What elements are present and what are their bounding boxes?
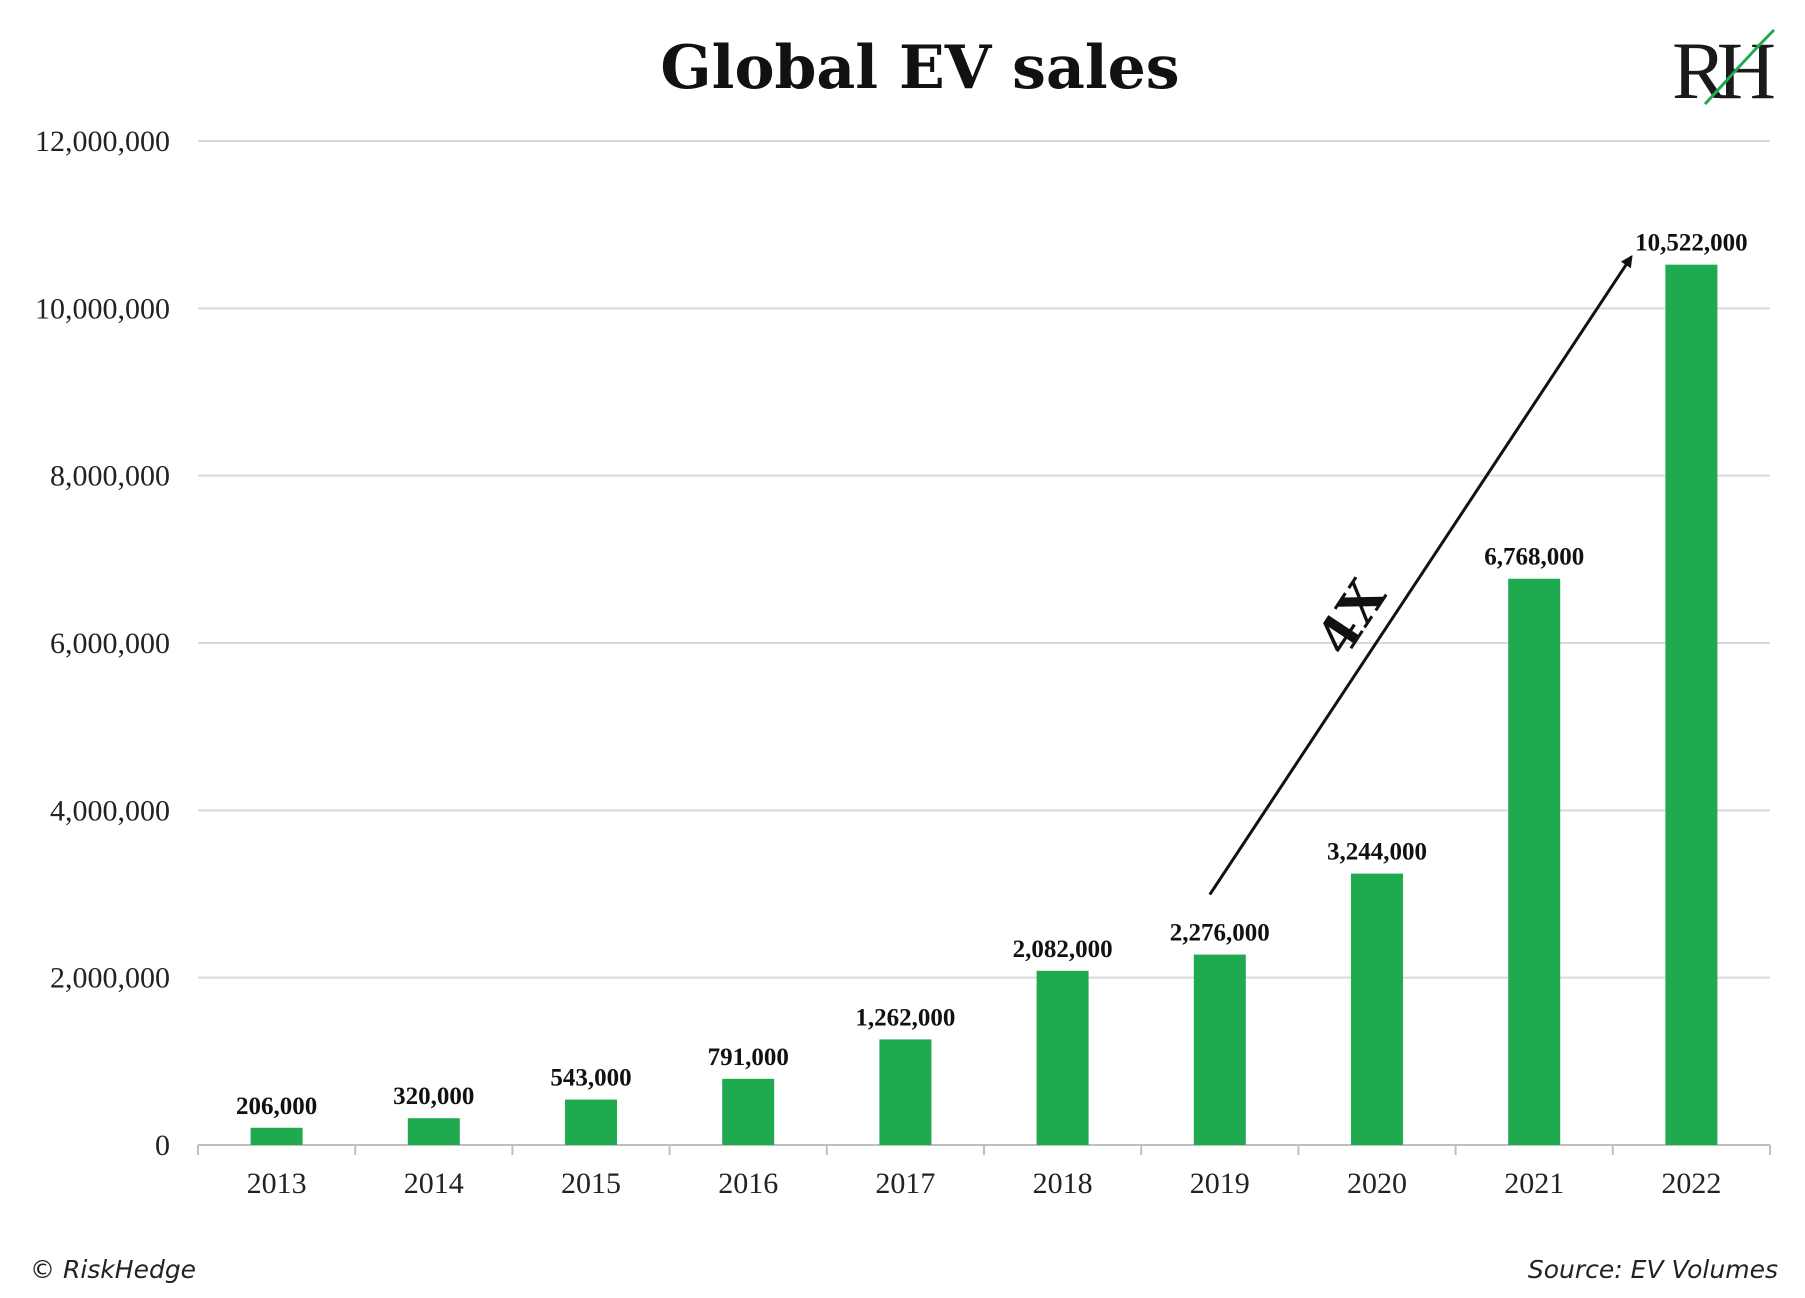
copyright-note: © RiskHedge [30,1255,196,1284]
data-labels: 206,000 320,000 543,000 791,000 1,262,000 2,0… [236,230,1748,1120]
data-label: 206,000 [236,1093,317,1120]
bar [722,1078,775,1145]
riskhedge-logo: RH [1672,25,1784,116]
data-label: 10,522,000 [1635,230,1748,257]
data-label: 2,082,000 [1013,936,1113,963]
x-tick-label: 2016 [718,1167,778,1200]
x-axis [197,1144,1771,1155]
x-tick-label: 2013 [247,1167,307,1200]
data-label: 791,000 [708,1044,789,1071]
growth-label: 4X [1305,568,1398,666]
bar [407,1118,460,1145]
bar [1508,578,1561,1145]
bar [1036,970,1089,1145]
y-tick-label: 6,000,000 [50,627,170,660]
x-axis-ticks: 2013 2014 2015 2016 2017 2018 2019 2020 2021 2022 [247,1167,1722,1200]
bars [250,264,1718,1146]
growth-arrow [1208,254,1633,896]
data-label: 6,768,000 [1484,544,1584,571]
x-tick-label: 2022 [1661,1167,1721,1200]
y-tick-label: 10,000,000 [35,292,170,325]
bar [1193,954,1246,1145]
x-tick-label: 2017 [875,1167,935,1200]
y-tick-label: 0 [155,1129,170,1162]
data-label: 2,276,000 [1170,920,1270,947]
growth-annotation: 4X [1208,254,1633,896]
gridlines [198,140,1770,979]
data-label: 320,000 [393,1083,474,1110]
x-tick-label: 2020 [1347,1167,1407,1200]
logo-text: RH [1672,25,1774,116]
x-tick-label: 2015 [561,1167,621,1200]
x-tick-label: 2021 [1504,1167,1564,1200]
data-label: 543,000 [550,1065,631,1092]
data-label: 3,244,000 [1327,839,1427,866]
x-tick-label: 2019 [1190,1167,1250,1200]
bar [565,1099,617,1145]
logo-swoosh-icon [1703,28,1776,106]
y-tick-label: 12,000,000 [35,125,170,158]
y-axis-ticks: 0 2,000,000 4,000,000 6,000,000 8,000,000 10,… [35,125,170,1162]
x-tick-label: 2018 [1033,1167,1093,1200]
bar [1351,873,1403,1145]
x-tick-label: 2014 [404,1167,464,1200]
y-tick-label: 4,000,000 [50,794,170,827]
bar [250,1127,303,1145]
bar [879,1039,932,1145]
data-label: 1,262,000 [855,1004,955,1031]
bar [1665,264,1718,1146]
source-note: Source: EV Volumes [1528,1255,1778,1284]
y-tick-label: 2,000,000 [50,962,170,995]
chart-title: Global EV sales [660,33,1179,103]
y-tick-label: 8,000,000 [50,460,170,493]
